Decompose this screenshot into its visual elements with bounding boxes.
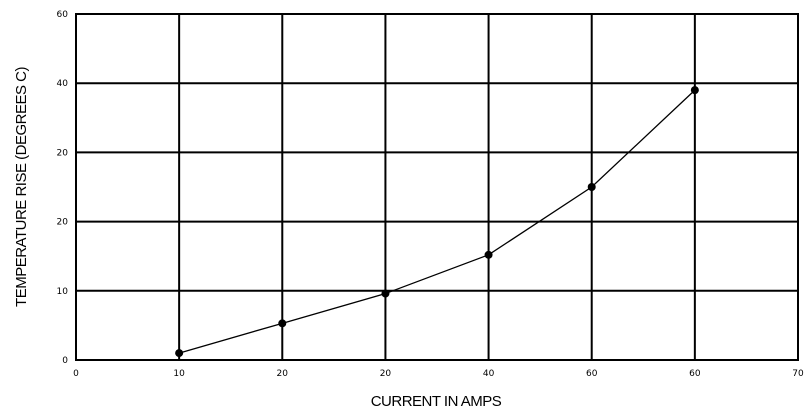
x-tick-label: 60 xyxy=(586,369,598,379)
y-tick-label: 0 xyxy=(62,356,68,366)
x-tick-label: 20 xyxy=(277,369,289,379)
plot-frame xyxy=(75,13,799,361)
y-tick-label: 60 xyxy=(57,10,69,20)
y-tick-label: 40 xyxy=(57,79,69,89)
x-tick-label: 20 xyxy=(380,369,392,379)
y-axis-label: TEMPERATURE RISE (DEGREES C) xyxy=(13,67,30,307)
data-point xyxy=(278,319,287,328)
x-axis-label: CURRENT IN AMPS xyxy=(371,393,502,410)
data-point xyxy=(381,289,390,298)
y-tick-label: 20 xyxy=(57,148,69,158)
series-line xyxy=(178,89,696,354)
x-axis-ticks: 0 10 20 20 40 60 60 70 xyxy=(73,369,804,379)
x-tick-label: 60 xyxy=(689,369,701,379)
y-axis-ticks: 0 10 20 20 40 60 xyxy=(57,10,69,366)
x-tick-label: 40 xyxy=(483,369,495,379)
data-point xyxy=(175,349,184,358)
grid xyxy=(76,14,798,360)
data-point xyxy=(587,183,596,191)
data-point xyxy=(484,250,493,259)
y-tick-label: 10 xyxy=(57,287,69,297)
x-tick-label: 10 xyxy=(173,369,185,379)
x-tick-label: 0 xyxy=(73,369,79,379)
y-tick-label: 20 xyxy=(57,218,69,228)
data-point xyxy=(690,86,699,95)
data-points xyxy=(175,86,699,358)
x-tick-label: 70 xyxy=(792,369,804,379)
